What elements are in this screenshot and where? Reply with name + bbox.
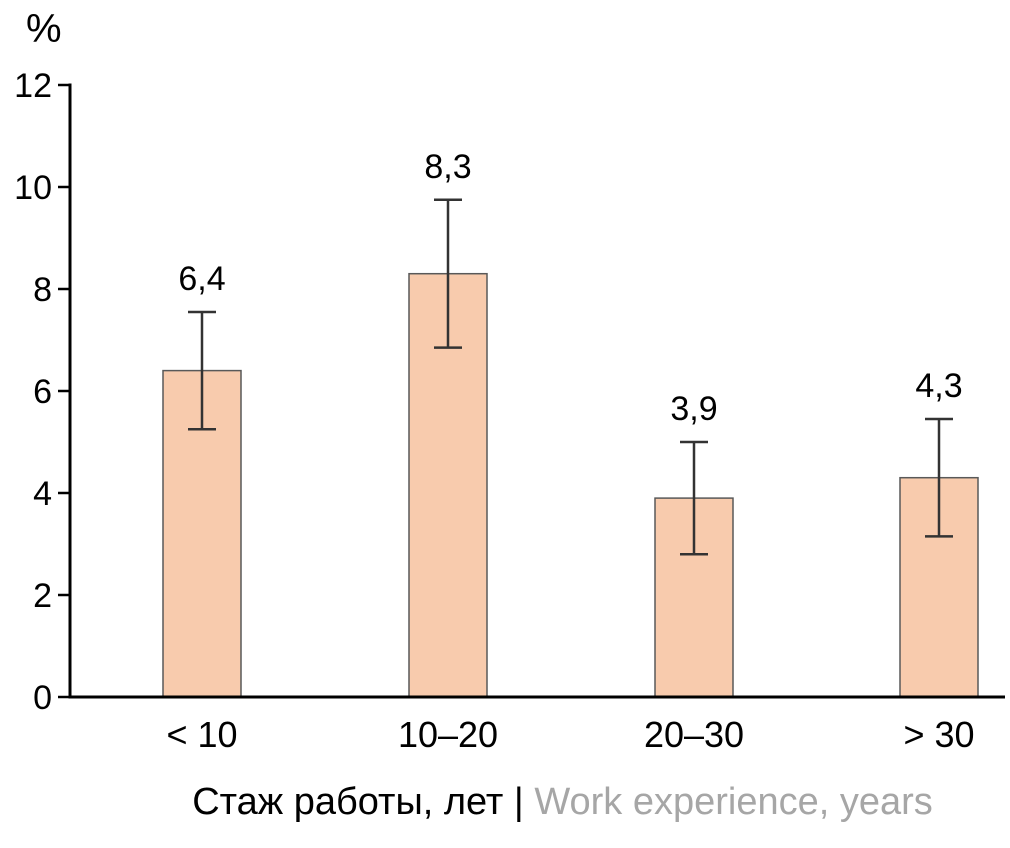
y-tick-label: 12 <box>14 67 52 105</box>
y-tick-label: 8 <box>33 271 52 309</box>
value-label: 4,3 <box>915 367 962 405</box>
y-tick-label: 4 <box>33 475 52 513</box>
value-label: 3,9 <box>670 390 717 428</box>
x-category-label: < 10 <box>166 714 237 755</box>
x-category-label: 10–20 <box>398 714 498 755</box>
y-tick-label: 10 <box>14 169 52 207</box>
x-axis-title-en: Work experience, years <box>534 781 932 823</box>
x-axis-title: Стаж работы, лет | Work experience, year… <box>192 781 933 823</box>
x-category-label: 20–30 <box>644 714 744 755</box>
y-tick-label: 6 <box>33 373 52 411</box>
x-category-label: > 30 <box>903 714 974 755</box>
y-axis-unit-label: % <box>26 7 62 51</box>
y-tick-label: 2 <box>33 577 52 615</box>
y-tick-label: 0 <box>33 679 52 717</box>
value-label: 6,4 <box>178 260 225 298</box>
value-label: 8,3 <box>424 148 471 186</box>
x-axis-title-ru: Стаж работы, лет | <box>192 781 534 823</box>
